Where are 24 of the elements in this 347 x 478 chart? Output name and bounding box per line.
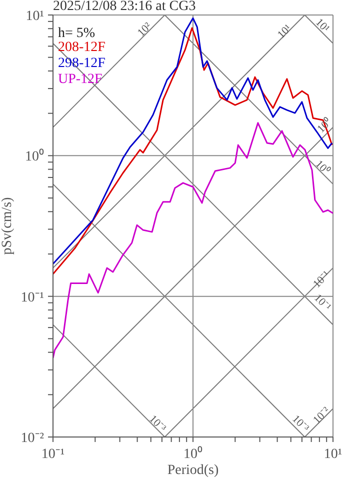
x-tick-label: 10¹	[324, 447, 342, 462]
y-tick-label: 10⁰	[25, 148, 44, 165]
text: UP-12F	[58, 72, 104, 88]
annotation: 10⁰	[312, 157, 333, 178]
annotation: 10⁻³	[146, 412, 169, 435]
annotation: 10⁻¹	[310, 268, 332, 290]
x-axis-title: Period(s)	[167, 463, 219, 478]
y-axis-title: pSv(cm/s)	[0, 196, 15, 255]
annotation: 10⁰	[314, 115, 334, 136]
chart-title: 2025/12/08 23:16 at CG3	[53, 0, 196, 15]
text: 208-12F	[58, 40, 106, 56]
y-tick-label: 10⁻²	[20, 431, 44, 446]
annotation: 10⁻³	[290, 412, 312, 435]
y-tick-label: 10⁻¹	[20, 290, 44, 306]
y-tick-label: 10¹	[26, 9, 44, 24]
annotation: 10²	[135, 20, 154, 39]
annotation: 10⁻¹	[312, 292, 334, 314]
annotation: 10¹	[313, 16, 332, 35]
x-tick-label: 10⁰	[184, 446, 202, 462]
x-tick-label: 10⁻¹	[41, 447, 65, 462]
text: 298-12F	[58, 56, 106, 72]
annotation: 10⁻²	[310, 404, 333, 426]
annotation: 10¹	[275, 22, 294, 41]
annotation: h= 5%	[58, 26, 96, 42]
